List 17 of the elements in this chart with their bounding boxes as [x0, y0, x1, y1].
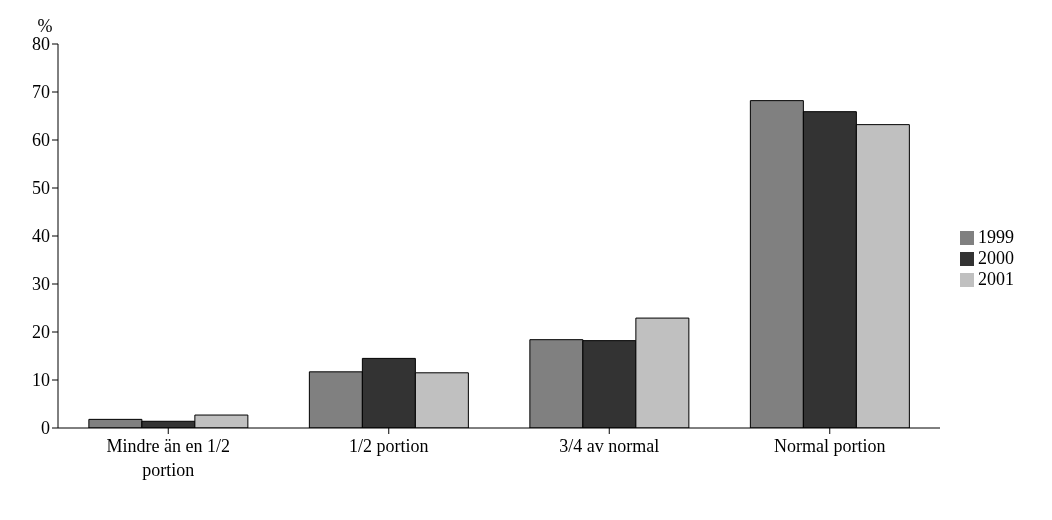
x-tick-label: 1/2 portion	[349, 436, 429, 456]
y-tick-label: 30	[32, 274, 50, 295]
y-tick-label: 70	[32, 82, 50, 103]
legend-label: 1999	[978, 226, 1014, 247]
y-tick-label: 80	[32, 34, 50, 55]
legend-label: 2000	[978, 247, 1014, 268]
x-tick-label: Normal portion	[774, 436, 886, 456]
x-tick-label: Mindre än en 1/2 portion	[106, 436, 230, 480]
y-tick-label: 60	[32, 130, 50, 151]
legend-label: 2001	[978, 268, 1014, 289]
y-tick-label: 20	[32, 322, 50, 343]
y-tick-label: 40	[32, 226, 50, 247]
x-tick-label: 3/4 av normal	[559, 436, 660, 456]
y-axis-title: %	[37, 16, 53, 36]
y-tick-label: 50	[32, 178, 50, 199]
y-tick-label: 0	[41, 418, 50, 439]
y-tick-label: 10	[32, 370, 50, 391]
